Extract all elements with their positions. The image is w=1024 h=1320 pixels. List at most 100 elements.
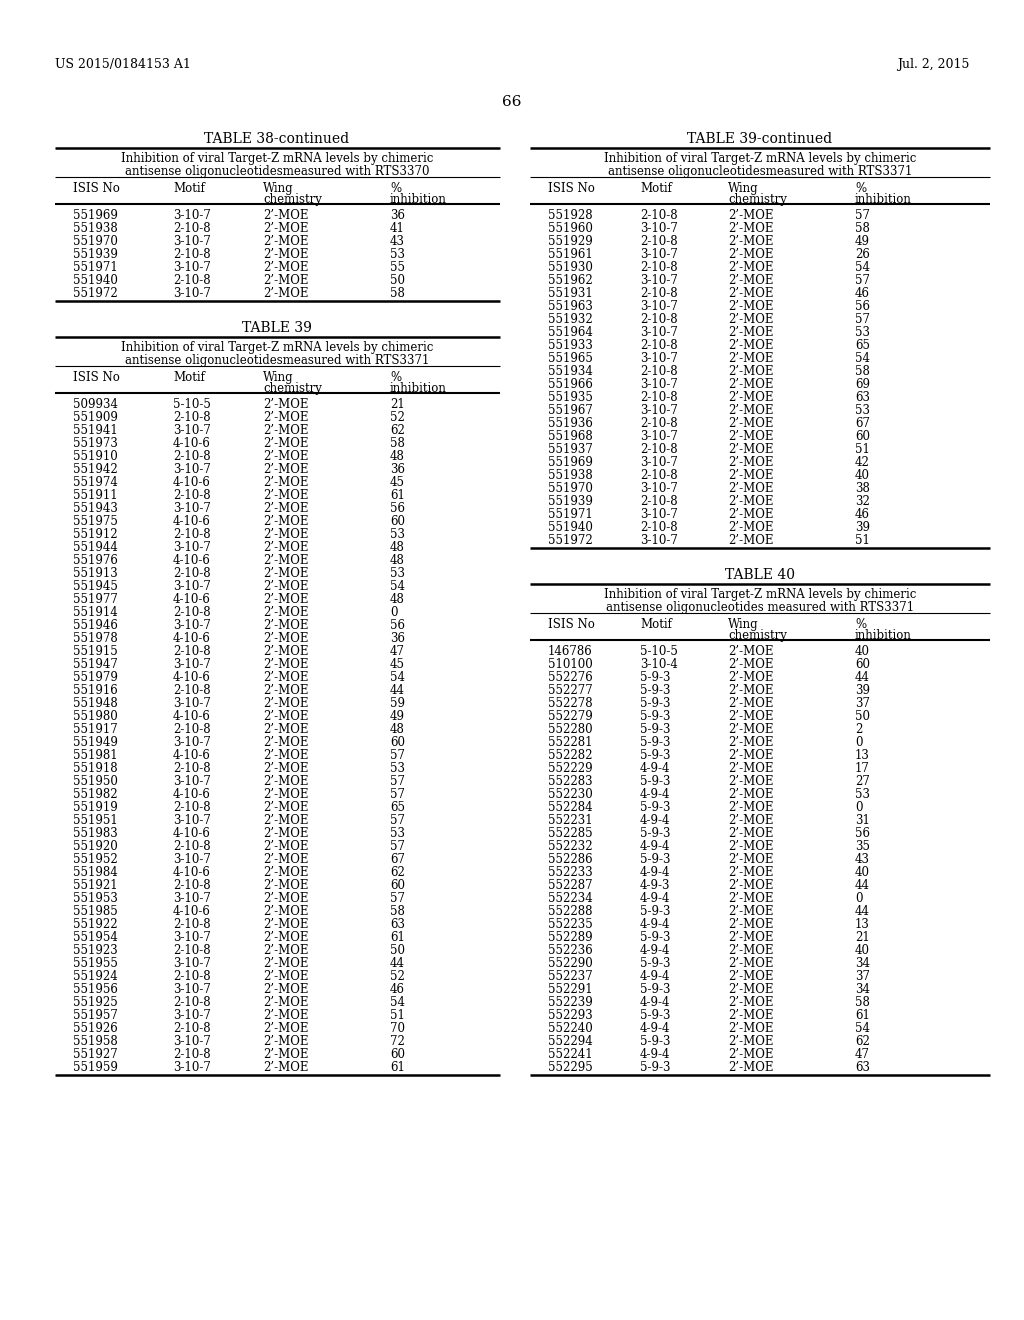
Text: 3-10-7: 3-10-7 — [173, 579, 211, 593]
Text: 4-9-4: 4-9-4 — [640, 840, 671, 853]
Text: 2-10-8: 2-10-8 — [640, 444, 678, 455]
Text: 551938: 551938 — [73, 222, 118, 235]
Text: 2’-MOE: 2’-MOE — [263, 1061, 308, 1074]
Text: 57: 57 — [390, 775, 406, 788]
Text: 54: 54 — [855, 352, 870, 366]
Text: 2’-MOE: 2’-MOE — [728, 378, 773, 391]
Text: 2’-MOE: 2’-MOE — [263, 488, 308, 502]
Text: 13: 13 — [855, 748, 869, 762]
Text: TABLE 40: TABLE 40 — [725, 568, 795, 582]
Text: 552230: 552230 — [548, 788, 593, 801]
Text: 4-10-6: 4-10-6 — [173, 593, 211, 606]
Text: 2’-MOE: 2’-MOE — [728, 1048, 773, 1061]
Text: 57: 57 — [855, 313, 870, 326]
Text: 551973: 551973 — [73, 437, 118, 450]
Text: 551985: 551985 — [73, 906, 118, 917]
Text: 61: 61 — [390, 931, 404, 944]
Text: 48: 48 — [390, 541, 404, 554]
Text: 552293: 552293 — [548, 1008, 593, 1022]
Text: 2-10-8: 2-10-8 — [173, 917, 211, 931]
Text: 56: 56 — [855, 828, 870, 840]
Text: 5-9-3: 5-9-3 — [640, 931, 671, 944]
Text: 2’-MOE: 2’-MOE — [263, 814, 308, 828]
Text: 2’-MOE: 2’-MOE — [263, 906, 308, 917]
Text: 2-10-8: 2-10-8 — [173, 684, 211, 697]
Text: 65: 65 — [390, 801, 406, 814]
Text: 2’-MOE: 2’-MOE — [263, 801, 308, 814]
Text: 4-10-6: 4-10-6 — [173, 828, 211, 840]
Text: chemistry: chemistry — [728, 193, 786, 206]
Text: 551943: 551943 — [73, 502, 118, 515]
Text: 2’-MOE: 2’-MOE — [728, 469, 773, 482]
Text: 2’-MOE: 2’-MOE — [728, 788, 773, 801]
Text: 53: 53 — [855, 404, 870, 417]
Text: 31: 31 — [855, 814, 869, 828]
Text: 551983: 551983 — [73, 828, 118, 840]
Text: Jul. 2, 2015: Jul. 2, 2015 — [897, 58, 969, 71]
Text: 2’-MOE: 2’-MOE — [728, 1061, 773, 1074]
Text: 551935: 551935 — [548, 391, 593, 404]
Text: 2’-MOE: 2’-MOE — [263, 853, 308, 866]
Text: 551945: 551945 — [73, 579, 118, 593]
Text: 5-9-3: 5-9-3 — [640, 1008, 671, 1022]
Text: 54: 54 — [390, 671, 406, 684]
Text: 54: 54 — [855, 1022, 870, 1035]
Text: 551962: 551962 — [548, 275, 593, 286]
Text: 4-9-4: 4-9-4 — [640, 892, 671, 906]
Text: TABLE 39-continued: TABLE 39-continued — [687, 132, 833, 147]
Text: 36: 36 — [390, 463, 406, 477]
Text: %: % — [855, 618, 866, 631]
Text: 2’-MOE: 2’-MOE — [263, 619, 308, 632]
Text: 2’-MOE: 2’-MOE — [728, 814, 773, 828]
Text: inhibition: inhibition — [855, 630, 912, 642]
Text: 551971: 551971 — [548, 508, 593, 521]
Text: 50: 50 — [390, 944, 406, 957]
Text: 146786: 146786 — [548, 645, 593, 657]
Text: 2-10-8: 2-10-8 — [173, 801, 211, 814]
Text: 58: 58 — [390, 906, 404, 917]
Text: 2’-MOE: 2’-MOE — [263, 275, 308, 286]
Text: 551913: 551913 — [73, 568, 118, 579]
Text: 2’-MOE: 2’-MOE — [263, 528, 308, 541]
Text: Inhibition of viral Target-Z mRNA levels by chimeric: Inhibition of viral Target-Z mRNA levels… — [121, 341, 433, 354]
Text: 2’-MOE: 2’-MOE — [263, 399, 308, 411]
Text: 52: 52 — [390, 970, 404, 983]
Text: 2’-MOE: 2’-MOE — [263, 411, 308, 424]
Text: 2-10-8: 2-10-8 — [173, 528, 211, 541]
Text: 2’-MOE: 2’-MOE — [263, 840, 308, 853]
Text: 53: 53 — [390, 568, 406, 579]
Text: 5-9-3: 5-9-3 — [640, 710, 671, 723]
Text: 552278: 552278 — [548, 697, 593, 710]
Text: 21: 21 — [390, 399, 404, 411]
Text: 2’-MOE: 2’-MOE — [263, 593, 308, 606]
Text: 2’-MOE: 2’-MOE — [728, 495, 773, 508]
Text: 2’-MOE: 2’-MOE — [263, 710, 308, 723]
Text: 56: 56 — [390, 619, 406, 632]
Text: 2’-MOE: 2’-MOE — [728, 983, 773, 997]
Text: 552294: 552294 — [548, 1035, 593, 1048]
Text: 49: 49 — [390, 710, 406, 723]
Text: 551949: 551949 — [73, 737, 118, 748]
Text: 552239: 552239 — [548, 997, 593, 1008]
Text: 551963: 551963 — [548, 300, 593, 313]
Text: 0: 0 — [855, 892, 862, 906]
Text: 53: 53 — [390, 762, 406, 775]
Text: 39: 39 — [855, 521, 870, 535]
Text: 2’-MOE: 2’-MOE — [728, 931, 773, 944]
Text: 552290: 552290 — [548, 957, 593, 970]
Text: 2’-MOE: 2’-MOE — [728, 723, 773, 737]
Text: 4-10-6: 4-10-6 — [173, 788, 211, 801]
Text: 58: 58 — [855, 997, 869, 1008]
Text: 551944: 551944 — [73, 541, 118, 554]
Text: 3-10-7: 3-10-7 — [173, 209, 211, 222]
Text: 2’-MOE: 2’-MOE — [263, 222, 308, 235]
Text: 2’-MOE: 2’-MOE — [728, 222, 773, 235]
Text: 2’-MOE: 2’-MOE — [263, 515, 308, 528]
Text: 40: 40 — [855, 469, 870, 482]
Text: 2: 2 — [855, 723, 862, 737]
Text: 551932: 551932 — [548, 313, 593, 326]
Text: ISIS No: ISIS No — [73, 371, 120, 384]
Text: 3-10-7: 3-10-7 — [173, 983, 211, 997]
Text: 4-10-6: 4-10-6 — [173, 437, 211, 450]
Text: %: % — [390, 182, 401, 195]
